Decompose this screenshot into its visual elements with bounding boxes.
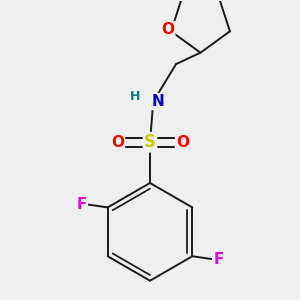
Text: F: F — [213, 252, 224, 267]
Text: N: N — [152, 94, 164, 109]
Text: F: F — [76, 197, 87, 212]
Text: O: O — [161, 22, 174, 37]
Text: S: S — [144, 133, 156, 151]
Text: H: H — [130, 90, 140, 103]
Text: O: O — [111, 135, 124, 150]
Text: O: O — [176, 135, 189, 150]
